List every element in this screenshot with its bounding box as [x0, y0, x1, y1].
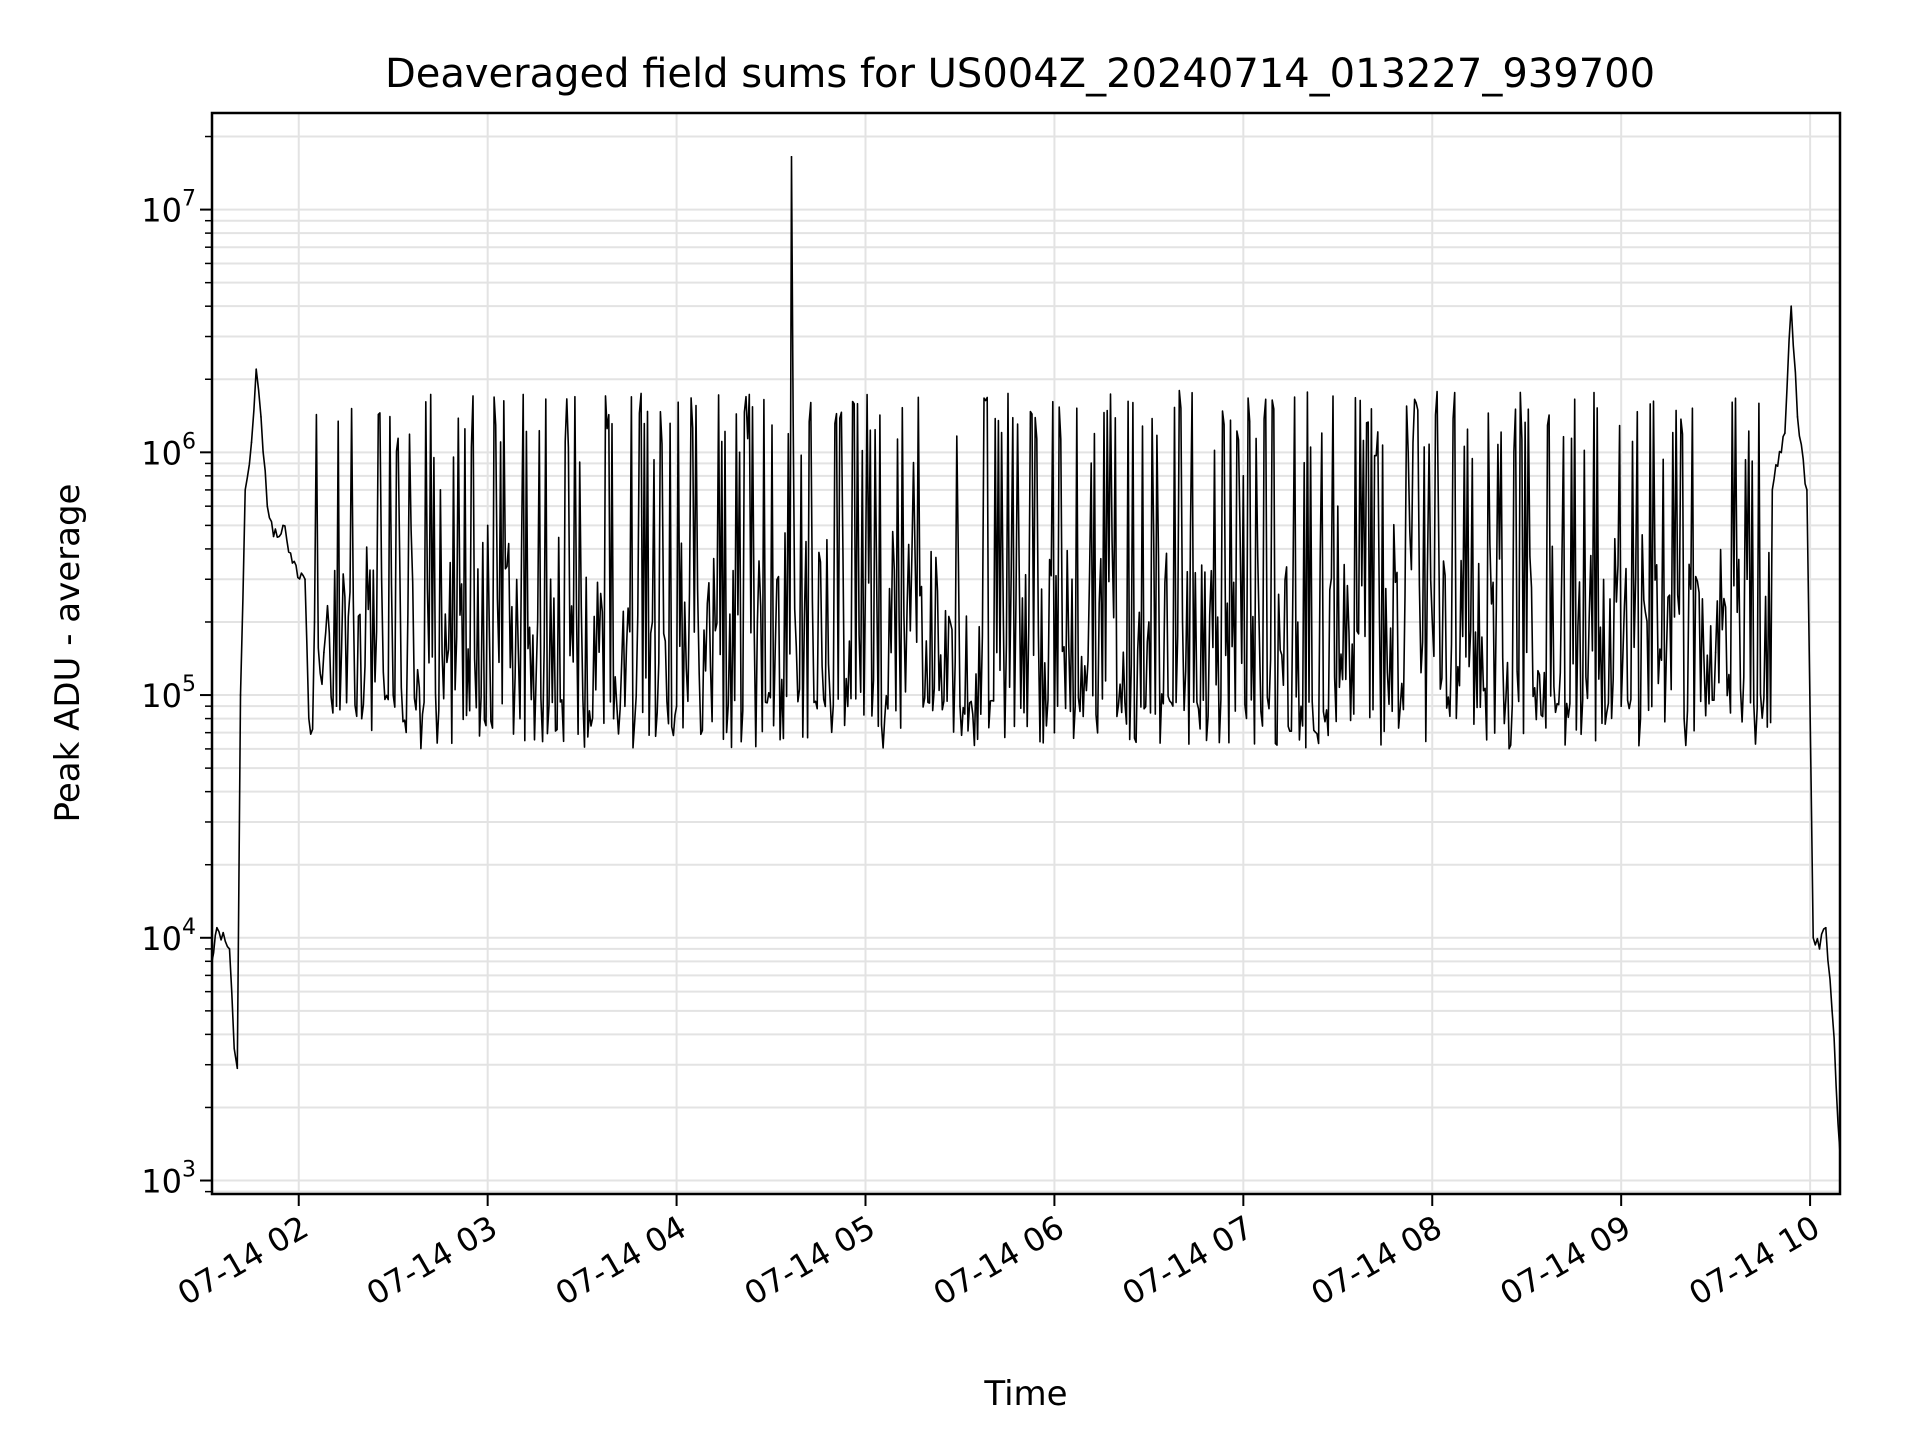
series-point: [1053, 731, 1056, 734]
series-point: [790, 156, 793, 158]
series-point: [244, 489, 247, 491]
series-point: [228, 948, 231, 950]
series-point: [291, 562, 294, 564]
grid: [212, 113, 1840, 1194]
series-point: [1525, 651, 1528, 654]
series-point: [1683, 717, 1685, 720]
series-point: [612, 717, 615, 720]
plot-frame: [210, 111, 1842, 1196]
series-point: [323, 651, 325, 654]
series-point: [486, 524, 489, 527]
y-tick-label-exponent: 3: [182, 1158, 196, 1183]
series-point: [313, 621, 316, 623]
series-point: [864, 578, 867, 581]
series-line: [211, 156, 1841, 1153]
series-point: [738, 451, 741, 454]
series-point: [1242, 475, 1245, 477]
series-point: [1796, 416, 1799, 418]
y-tick-label-exponent: 4: [182, 915, 196, 940]
y-tick-label-base: 10: [141, 434, 182, 472]
series-point: [233, 1047, 235, 1050]
y-tick-label: 105: [141, 672, 196, 715]
series-point: [675, 705, 678, 707]
chart-title: Deaveraged field sums for US004Z_2024071…: [385, 51, 1655, 97]
x-axis-label: Time: [983, 1374, 1067, 1414]
y-tick-label: 107: [141, 187, 196, 230]
series-group: [211, 156, 1841, 1154]
series-point: [1714, 651, 1717, 654]
series-point: [439, 489, 442, 491]
series-point: [282, 524, 284, 527]
series-point: [1831, 1010, 1833, 1012]
series-point: [360, 717, 363, 720]
y-tick-label: 103: [141, 1158, 196, 1201]
series-point: [1620, 705, 1622, 707]
series-point: [255, 368, 258, 371]
series-point: [1336, 505, 1339, 507]
series-point: [1806, 489, 1808, 491]
series-point: [1818, 948, 1821, 950]
series-point: [549, 578, 552, 581]
series-point: [1825, 926, 1827, 929]
series-point: [959, 705, 961, 707]
series-point: [272, 535, 275, 538]
y-axis-label: Peak ADU - average: [48, 484, 88, 823]
y-tick-label-exponent: 6: [182, 429, 196, 454]
y-tick-label-base: 10: [141, 677, 182, 715]
series-point: [1784, 432, 1786, 434]
series-point: [304, 578, 306, 581]
series-point: [239, 694, 242, 696]
y-tick-label-base: 10: [141, 920, 182, 958]
series-point: [1431, 621, 1434, 623]
y-tick-label: 106: [141, 429, 196, 472]
series-point: [236, 1067, 239, 1070]
y-tick-label-base: 10: [141, 1163, 182, 1201]
series-point: [1746, 578, 1748, 581]
series-point: [335, 705, 338, 707]
series-point: [260, 416, 262, 418]
series-point: [1790, 305, 1792, 307]
series-point: [250, 441, 253, 444]
series-point: [1812, 936, 1815, 939]
series-point: [222, 931, 224, 934]
y-tick-label: 104: [141, 915, 196, 958]
y-tick-label-base: 10: [141, 192, 182, 230]
series-point: [266, 505, 269, 507]
series-point: [216, 926, 218, 929]
y-tick-label-exponent: 5: [182, 672, 196, 697]
y-tick-label-exponent: 7: [182, 187, 196, 212]
series-point: [392, 694, 395, 696]
series-point: [1771, 489, 1774, 491]
series-point: [1148, 621, 1150, 623]
